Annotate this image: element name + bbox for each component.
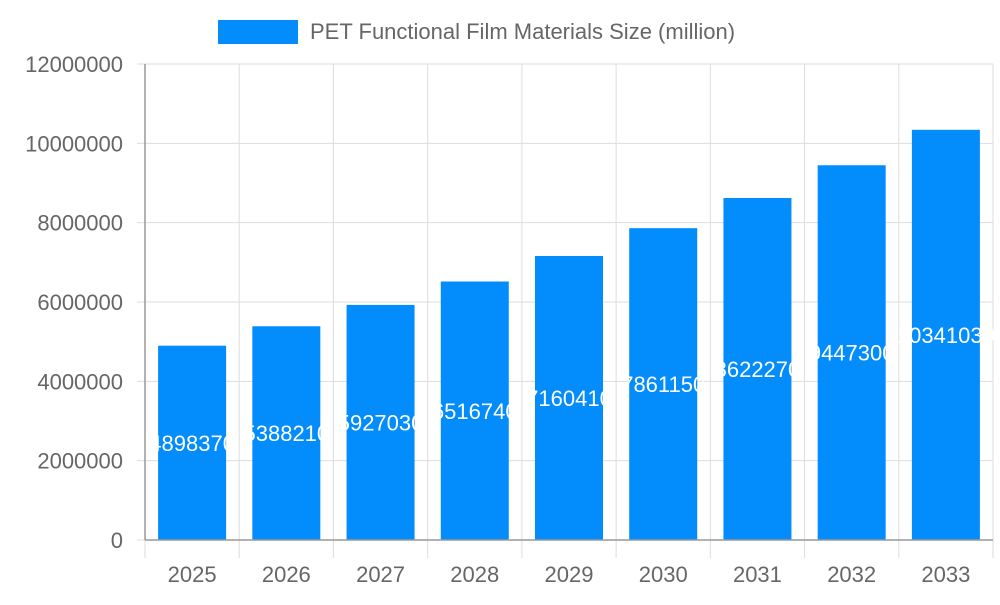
axes: 0 2000000 4000000 6000000 8000000 10000000 120…	[25, 52, 993, 587]
data-label: 5927030	[338, 410, 424, 435]
data-label: 7160410	[526, 386, 612, 411]
data-label: 7861150	[621, 372, 705, 397]
y-tick-label: 2000000	[37, 449, 123, 474]
x-tick-label: 2025	[168, 562, 217, 587]
legend-label: PET Functional Film Materials Size (mill…	[310, 19, 735, 44]
x-tick-label: 2026	[262, 562, 311, 587]
y-tick-label: 12000000	[25, 52, 123, 77]
bar	[535, 255, 603, 540]
bar	[629, 228, 698, 540]
bar	[440, 281, 509, 540]
grid	[137, 63, 994, 558]
data-label: 4898370	[149, 431, 235, 456]
x-tick-label: 2028	[450, 562, 499, 587]
data-label: 6516740	[432, 399, 518, 424]
bar	[252, 326, 321, 540]
bars	[158, 129, 980, 541]
bar	[817, 165, 886, 541]
data-label: 5388210	[244, 421, 330, 446]
bar	[158, 345, 227, 540]
bar	[911, 129, 980, 540]
x-tick-label: 2031	[733, 562, 782, 587]
y-tick-label: 4000000	[37, 369, 123, 394]
data-label: 8622270	[715, 357, 801, 382]
data-label: 10341030	[897, 323, 995, 348]
data-labels: 4898370 5388210 5927030 6516740 7160410 78611…	[149, 323, 995, 456]
bar	[723, 197, 792, 541]
y-tick-label: 8000000	[37, 211, 123, 236]
legend[interactable]: PET Functional Film Materials Size (mill…	[218, 19, 735, 44]
y-tick-label: 10000000	[25, 131, 123, 156]
legend-swatch	[218, 20, 298, 44]
y-tick-label: 0	[111, 528, 123, 553]
x-tick-label: 2027	[356, 562, 405, 587]
x-tick-label: 2030	[639, 562, 688, 587]
y-tick-label: 6000000	[37, 290, 123, 315]
x-tick-label: 2032	[827, 562, 876, 587]
x-tick-label: 2033	[921, 562, 970, 587]
bar	[346, 304, 415, 540]
x-tick-label: 2029	[545, 562, 594, 587]
data-label: 9447300	[809, 341, 895, 366]
